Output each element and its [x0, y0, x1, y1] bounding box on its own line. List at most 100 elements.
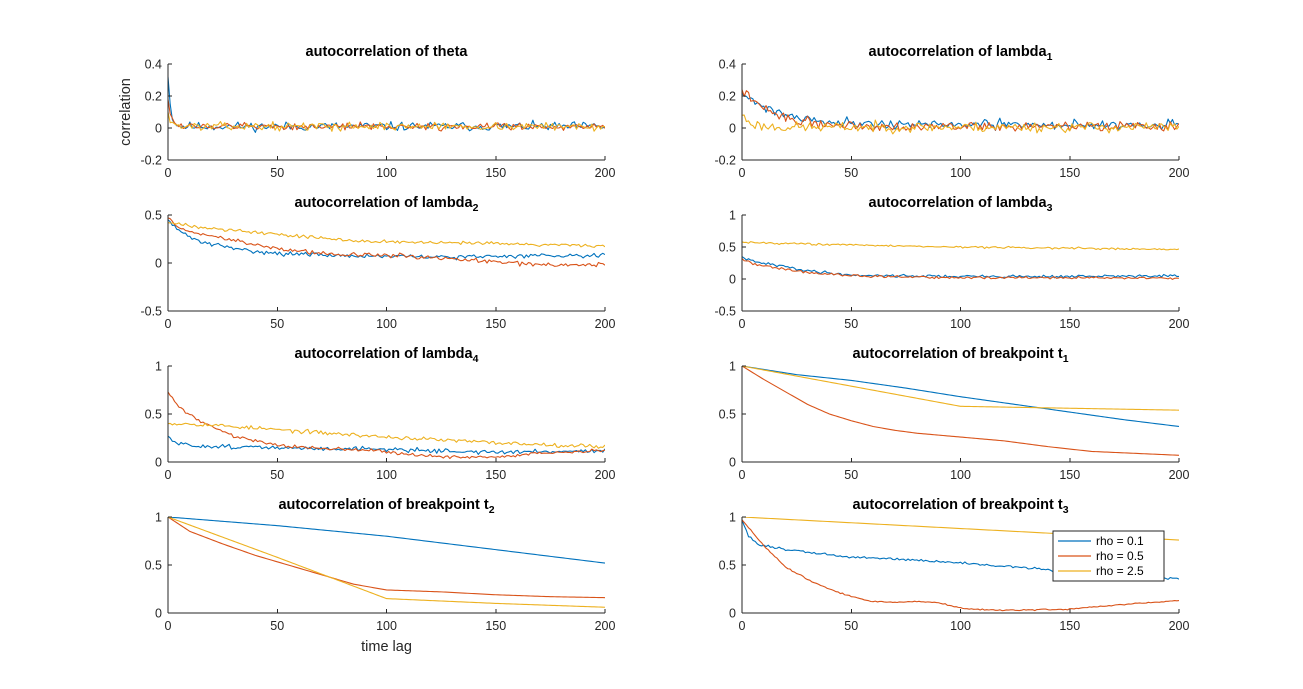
x-tick-label: 0 — [165, 619, 172, 633]
y-tick-label: -0.2 — [140, 154, 162, 168]
x-tick-label: 200 — [1169, 166, 1190, 180]
x-tick-label: 150 — [485, 317, 506, 331]
y-tick-label: -0.5 — [140, 305, 162, 319]
x-tick-label: 200 — [595, 619, 616, 633]
series-group — [742, 241, 1179, 280]
y-tick-label: 0 — [155, 122, 162, 136]
panel-title-subscript: 1 — [1047, 51, 1053, 63]
x-axis-label: time lag — [361, 639, 412, 655]
series-line-rho-3 — [742, 241, 1179, 251]
panel-title-main: autocorrelation of lambda — [869, 44, 1048, 60]
series-line-rho-2 — [742, 519, 1179, 612]
series-line-rho-1 — [168, 219, 605, 261]
series-line-rho-3 — [742, 114, 1179, 135]
x-tick-label: 50 — [270, 166, 284, 180]
y-tick-label: 0.5 — [145, 559, 162, 573]
y-tick-label: 0 — [729, 273, 736, 287]
series-line-rho-2 — [168, 391, 605, 460]
x-tick-label: 50 — [270, 468, 284, 482]
series-group — [168, 391, 605, 460]
x-tick-label: 200 — [595, 166, 616, 180]
series-line-rho-2 — [742, 258, 1179, 280]
x-tick-label: 100 — [376, 468, 397, 482]
series-line-rho-1 — [168, 435, 605, 455]
panel-title: autocorrelation of lambda3 — [869, 195, 1053, 214]
y-axis-label: correlation — [118, 78, 134, 146]
x-tick-label: 150 — [485, 468, 506, 482]
x-tick-label: 150 — [485, 619, 506, 633]
x-tick-label: 0 — [165, 468, 172, 482]
x-tick-label: 50 — [270, 619, 284, 633]
panel-title: autocorrelation of lambda4 — [295, 346, 479, 365]
series-line-rho-1 — [742, 256, 1179, 279]
x-tick-label: 50 — [844, 468, 858, 482]
y-tick-label: 0.5 — [719, 241, 736, 255]
x-tick-label: 0 — [739, 468, 746, 482]
panel-title-subscript: 3 — [1047, 202, 1053, 214]
panel-7: 0 50 100 150 200 0 0.5 1 autocorrelation of brea… — [145, 497, 616, 655]
panel-title-subscript: 4 — [473, 353, 479, 365]
panel-title-main: autocorrelation of lambda — [869, 195, 1048, 211]
y-tick-label: 0 — [729, 607, 736, 621]
y-tick-label: 0.5 — [719, 408, 736, 422]
series-line-rho-1 — [168, 517, 605, 564]
panel-title: autocorrelation of theta — [306, 44, 469, 60]
x-tick-label: 0 — [165, 166, 172, 180]
series-group — [168, 76, 605, 133]
panel-title-main: autocorrelation of breakpoint t — [852, 497, 1062, 513]
panel-title-main: autocorrelation of breakpoint t — [278, 497, 488, 513]
x-tick-label: 150 — [1059, 619, 1080, 633]
x-tick-label: 200 — [1169, 317, 1190, 331]
series-line-rho-3 — [168, 517, 605, 608]
y-tick-label: 1 — [155, 360, 162, 374]
panel-title-main: autocorrelation of lambda — [295, 195, 474, 211]
series-line-rho-3 — [168, 111, 605, 132]
x-tick-label: 200 — [1169, 619, 1190, 633]
x-tick-label: 50 — [844, 166, 858, 180]
series-line-rho-1 — [742, 366, 1179, 428]
series-group — [168, 517, 605, 608]
y-tick-label: -0.2 — [714, 154, 736, 168]
series-group — [742, 366, 1179, 456]
x-tick-label: 50 — [844, 619, 858, 633]
y-tick-label: 1 — [155, 511, 162, 525]
legend-entry: rho = 0.1 — [1096, 534, 1144, 548]
x-tick-label: 150 — [1059, 166, 1080, 180]
y-tick-label: 0 — [729, 456, 736, 470]
legend-entry: rho = 0.5 — [1096, 549, 1144, 563]
x-tick-label: 100 — [376, 166, 397, 180]
y-tick-label: 0.5 — [145, 209, 162, 223]
panel-title: autocorrelation of breakpoint t1 — [852, 346, 1068, 365]
series-line-rho-3 — [168, 422, 605, 449]
y-tick-label: 0 — [729, 122, 736, 136]
series-group — [168, 217, 605, 268]
y-tick-label: 0.4 — [719, 58, 736, 72]
x-tick-label: 50 — [270, 317, 284, 331]
panel-title-subscript: 1 — [1063, 353, 1069, 365]
x-tick-label: 100 — [376, 317, 397, 331]
x-tick-label: 100 — [950, 619, 971, 633]
x-tick-label: 0 — [739, 619, 746, 633]
series-line-rho-2 — [168, 517, 605, 599]
series-line-rho-2 — [168, 99, 605, 132]
x-tick-label: 100 — [950, 166, 971, 180]
y-tick-label: 0.5 — [145, 408, 162, 422]
panel-title-subscript: 2 — [473, 202, 479, 214]
x-tick-label: 100 — [950, 317, 971, 331]
panel-title-subscript: 2 — [489, 504, 495, 516]
panel-title: autocorrelation of lambda1 — [869, 44, 1053, 63]
x-tick-label: 50 — [844, 317, 858, 331]
x-tick-label: 150 — [485, 166, 506, 180]
y-tick-label: 1 — [729, 511, 736, 525]
x-tick-label: 0 — [165, 317, 172, 331]
x-tick-label: 100 — [950, 468, 971, 482]
y-tick-label: 0.5 — [719, 559, 736, 573]
x-tick-label: 200 — [595, 317, 616, 331]
y-tick-label: 0.4 — [145, 58, 162, 72]
